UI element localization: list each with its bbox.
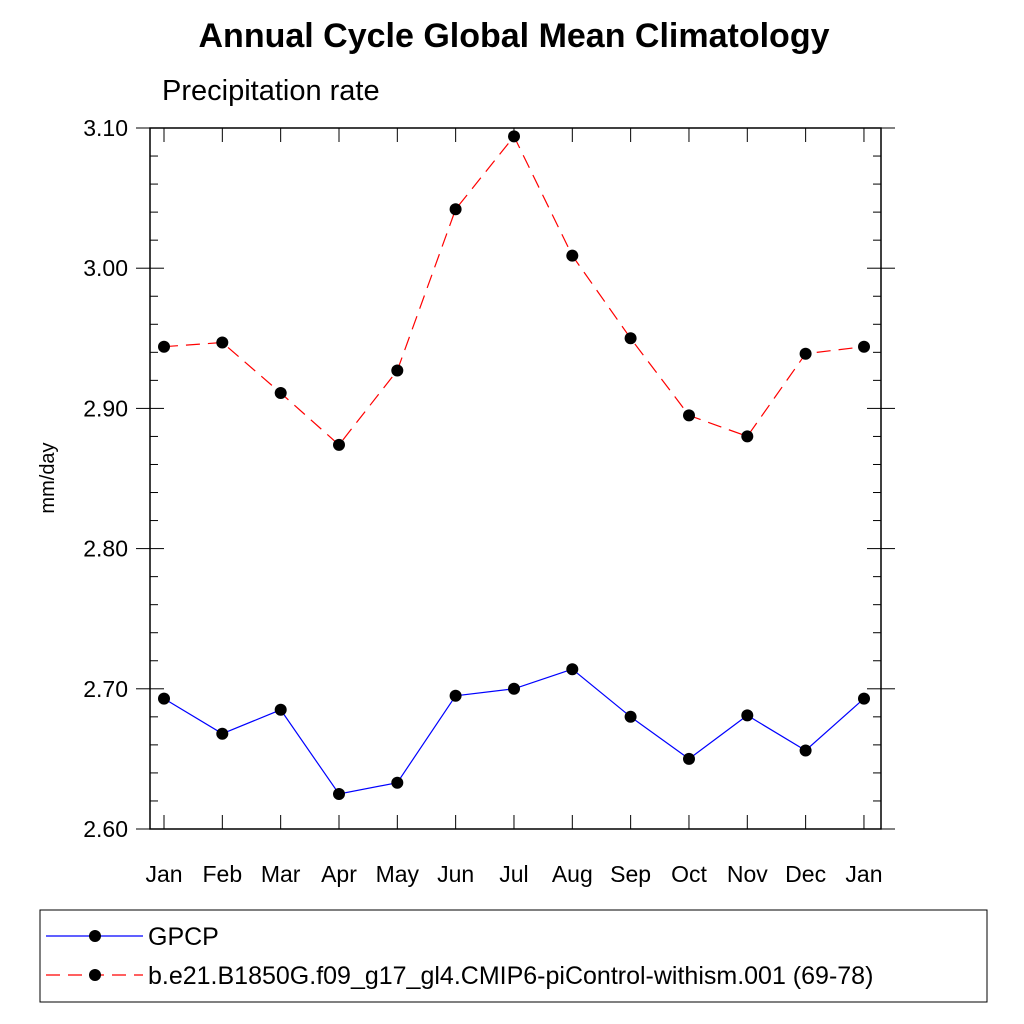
axis-ticks [136, 127, 895, 830]
data-point-series-1 [158, 340, 170, 353]
y-tick-labels: 2.60 2.70 2.80 2.90 3.00 3.10 [83, 115, 128, 842]
data-point-series-0 [333, 788, 345, 800]
x-tick-labels: Jan Feb Mar Apr May Jun Jul Aug Sep Oct Nov Dec Jan [145, 861, 882, 887]
data-point-series-0 [449, 689, 462, 702]
y-axis-label: mm/day [37, 442, 59, 513]
x-tick-label: Jan [145, 861, 182, 887]
x-tick-label: Oct [671, 861, 707, 887]
x-tick-label: Feb [203, 861, 243, 887]
data-point-series-0 [858, 692, 870, 705]
y-tick-label: 3.00 [83, 255, 128, 281]
data-point-series-1 [333, 438, 345, 451]
data-point-series-0 [158, 692, 170, 705]
x-tick-label: Jan [845, 861, 882, 887]
x-tick-label: May [376, 861, 420, 887]
legend-marker-model [89, 969, 101, 981]
data-point-series-1 [216, 336, 229, 349]
y-tick-label: 2.80 [83, 536, 128, 562]
x-tick-label: Nov [727, 861, 768, 887]
series-points [158, 130, 870, 800]
data-point-series-0 [741, 709, 754, 722]
plot-frame [149, 127, 882, 830]
x-tick-label: Dec [785, 861, 826, 887]
data-point-series-1 [799, 347, 812, 360]
x-tick-label: Mar [261, 861, 301, 887]
data-point-series-1 [858, 340, 870, 353]
data-point-series-1 [391, 364, 404, 377]
x-tick-label: Jun [437, 861, 474, 887]
data-point-series-1 [566, 249, 579, 262]
data-point-series-1 [624, 332, 637, 345]
chart-title: Annual Cycle Global Mean Climatology [199, 17, 830, 55]
x-tick-label: Jul [499, 861, 528, 887]
legend-marker-gpcp [89, 930, 101, 942]
data-point-series-0 [799, 744, 812, 757]
data-point-series-1 [683, 409, 695, 422]
legend-entry-gpcp: GPCP [46, 923, 219, 951]
data-point-series-0 [624, 710, 637, 723]
chart-subtitle: Precipitation rate [162, 75, 380, 107]
series-lines [163, 135, 865, 795]
data-point-series-0 [216, 727, 229, 740]
data-point-series-0 [683, 752, 695, 765]
data-point-series-0 [566, 663, 579, 676]
x-tick-label: Aug [552, 861, 593, 887]
legend-entry-model: b.e21.B1850G.f09_g17_gl4.CMIP6-piControl… [46, 962, 873, 990]
y-tick-label: 2.90 [83, 395, 128, 421]
legend-label-model: b.e21.B1850G.f09_g17_gl4.CMIP6-piControl… [148, 962, 873, 990]
data-point-series-1 [449, 203, 462, 216]
data-point-series-0 [508, 682, 520, 695]
data-point-series-1 [508, 130, 520, 143]
data-point-series-1 [741, 430, 754, 443]
y-tick-label: 3.10 [83, 115, 128, 141]
x-tick-label: Sep [610, 861, 651, 887]
data-point-series-1 [274, 387, 287, 399]
x-tick-label: Apr [321, 861, 357, 887]
series-line-1 [163, 135, 865, 446]
data-point-series-0 [391, 776, 404, 789]
data-point-series-0 [274, 703, 287, 716]
y-tick-label: 2.70 [83, 676, 128, 702]
y-tick-label: 2.60 [83, 816, 128, 842]
legend-label-gpcp: GPCP [148, 923, 219, 951]
legend-box [39, 909, 988, 1003]
